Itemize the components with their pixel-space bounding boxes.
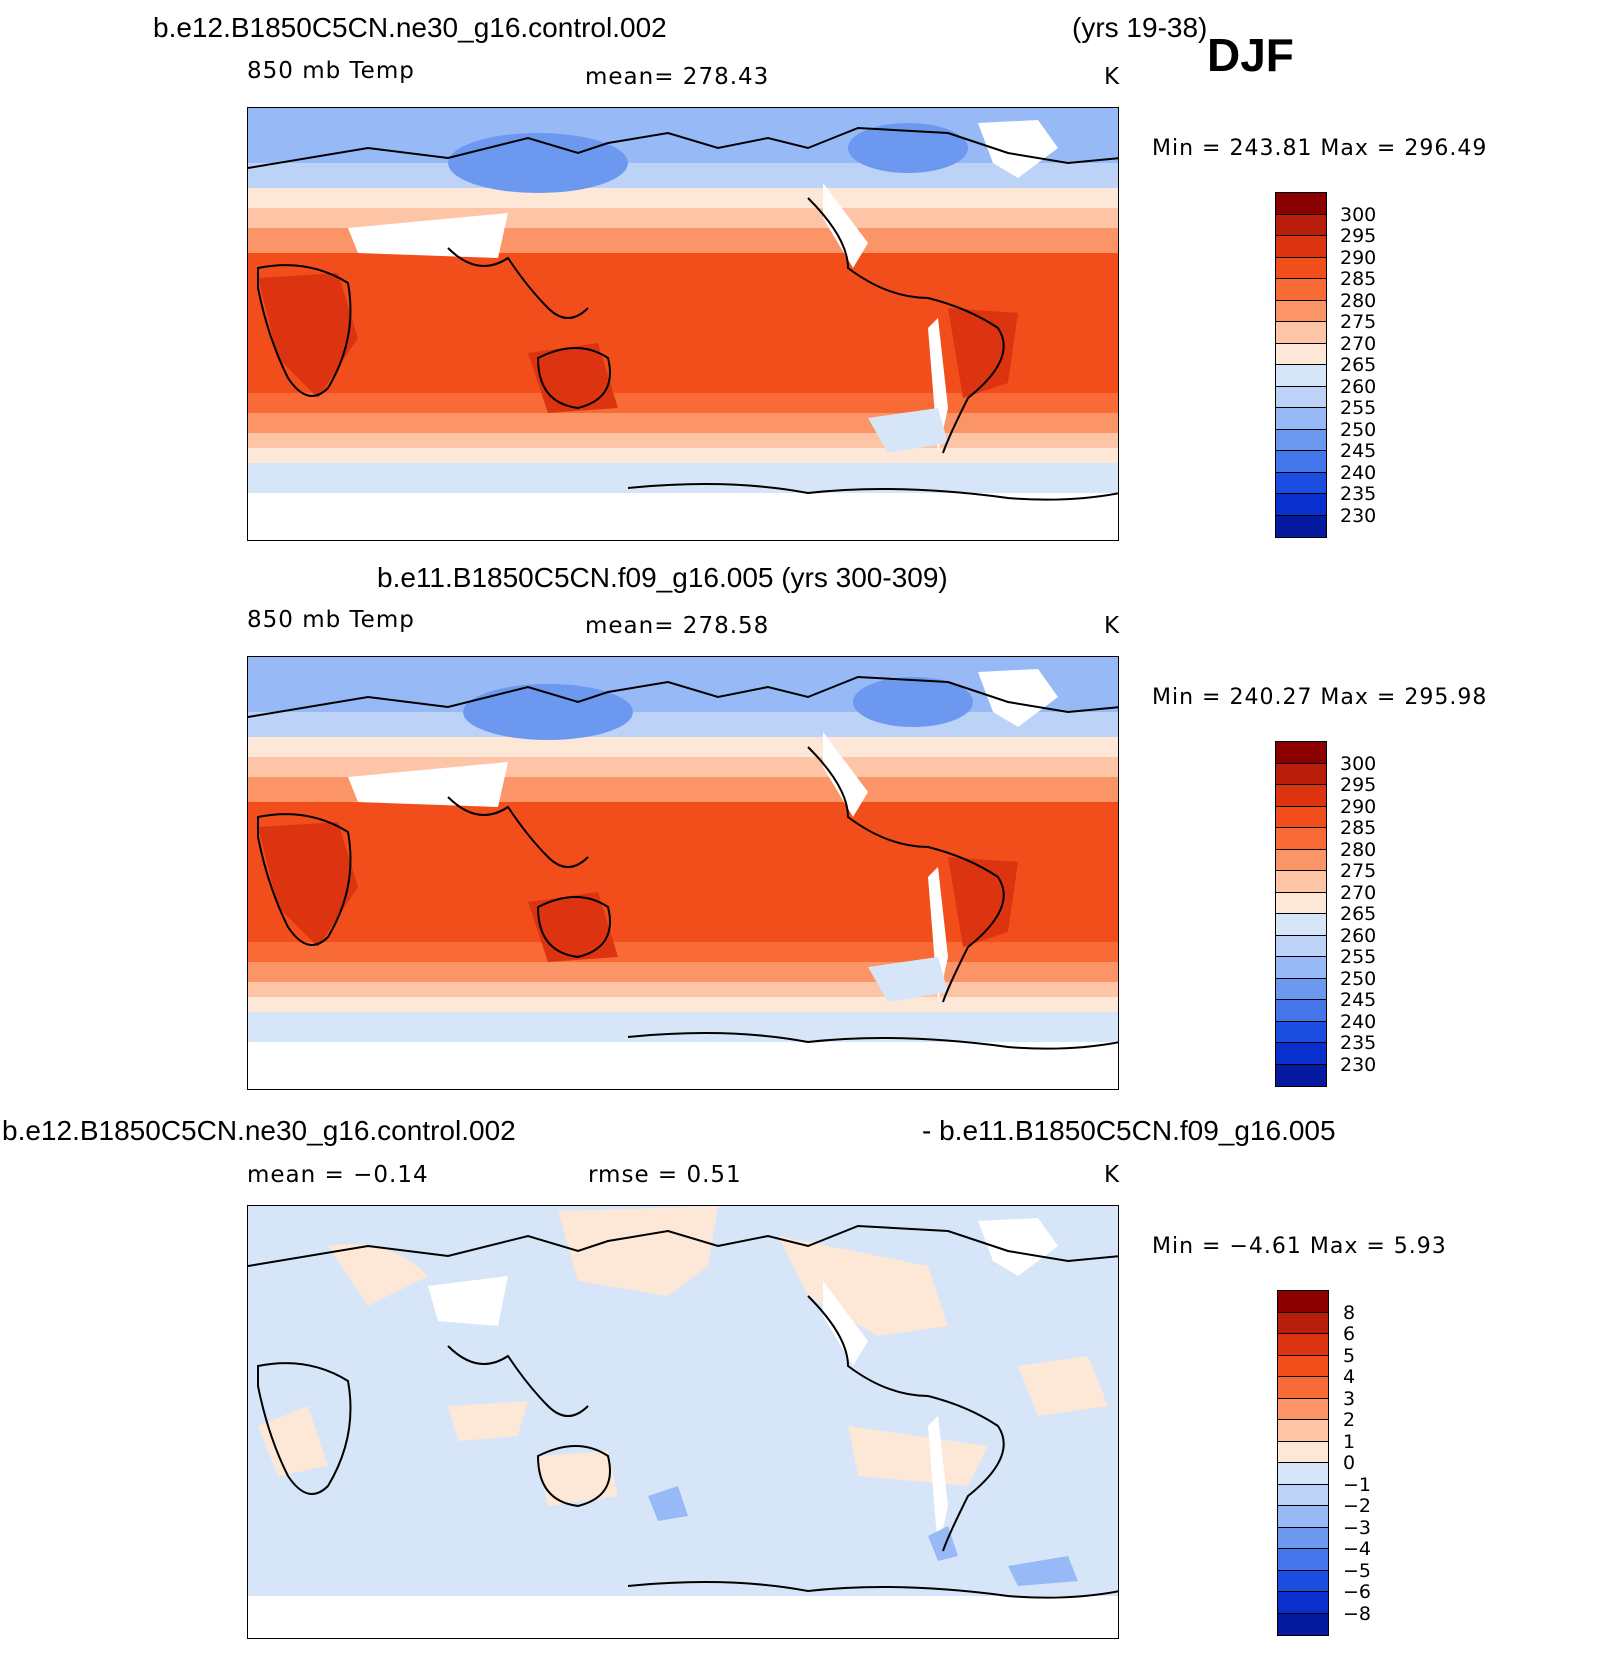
panel3-rmse: rmse = 0.51 xyxy=(588,1162,742,1188)
panel1-map xyxy=(247,107,1119,541)
colorbar-tick: 300 xyxy=(1340,204,1377,226)
panel1-map-svg xyxy=(248,108,1118,540)
panel3-title-right: - b.e11.B1850C5CN.f09_g16.005 xyxy=(922,1115,1336,1146)
panel1-variable: 850 mb Temp xyxy=(247,58,415,84)
colorbar-tick: 285 xyxy=(1340,817,1377,839)
colorbar-tick: 255 xyxy=(1340,946,1377,968)
panel2-minmax: Min = 240.27 Max = 295.98 xyxy=(1152,685,1488,710)
colorbar-tick: 3 xyxy=(1343,1388,1356,1410)
panel2-colorbar xyxy=(1275,741,1327,1087)
colorbar-tick: 260 xyxy=(1340,925,1377,947)
season-label: DJF xyxy=(1207,29,1294,81)
colorbar-tick: −3 xyxy=(1343,1517,1372,1539)
panel2-variable: 850 mb Temp xyxy=(247,607,415,633)
colorbar-tick: 275 xyxy=(1340,860,1377,882)
panel1-years: (yrs 19-38) xyxy=(1072,12,1208,43)
panel3-minmax: Min = −4.61 Max = 5.93 xyxy=(1152,1234,1447,1259)
colorbar-tick: −8 xyxy=(1343,1603,1372,1625)
colorbar-tick: 255 xyxy=(1340,397,1377,419)
colorbar-tick: 270 xyxy=(1340,333,1377,355)
panel3-title: b.e12.B1850C5CN.ne30_g16.control.002 xyxy=(2,1115,516,1146)
panel1-title: b.e12.B1850C5CN.ne30_g16.control.002 xyxy=(153,12,667,43)
colorbar-tick: 300 xyxy=(1340,753,1377,775)
colorbar-tick: 265 xyxy=(1340,354,1377,376)
colorbar-tick: −4 xyxy=(1343,1538,1372,1560)
colorbar-tick: −6 xyxy=(1343,1581,1372,1603)
band-antarctica xyxy=(248,493,1118,540)
colorbar-tick: 245 xyxy=(1340,989,1377,1011)
colorbar-tick: 285 xyxy=(1340,268,1377,290)
colorbar-tick: 230 xyxy=(1340,1054,1377,1076)
colorbar-tick: 2 xyxy=(1343,1409,1356,1431)
panel2-mean: mean= 278.58 xyxy=(585,613,770,639)
panel2-units: K xyxy=(1104,613,1121,639)
colorbar-tick: 5 xyxy=(1343,1345,1356,1367)
colorbar-tick: 0 xyxy=(1343,1452,1356,1474)
panel3-map-svg xyxy=(248,1206,1118,1638)
panel3-colorbar xyxy=(1277,1290,1329,1636)
panel3-mean: mean = −0.14 xyxy=(247,1162,429,1188)
colorbar-tick: 250 xyxy=(1340,419,1377,441)
colorbar-tick: 240 xyxy=(1340,1011,1377,1033)
colorbar-tick: −1 xyxy=(1343,1474,1372,1496)
colorbar-tick: 280 xyxy=(1340,290,1377,312)
panel1-units: K xyxy=(1104,64,1121,90)
panel2-map-svg xyxy=(248,657,1118,1089)
colorbar-tick: 8 xyxy=(1343,1302,1356,1324)
colorbar-tick: 230 xyxy=(1340,505,1377,527)
colorbar-tick: 4 xyxy=(1343,1366,1356,1388)
colorbar-tick: −2 xyxy=(1343,1495,1372,1517)
panel2-title: b.e11.B1850C5CN.f09_g16.005 (yrs 300-309… xyxy=(377,562,948,593)
colorbar-tick: 6 xyxy=(1343,1323,1356,1345)
colorbar-tick: 290 xyxy=(1340,247,1377,269)
colorbar-tick: 270 xyxy=(1340,882,1377,904)
colorbar-tick: 235 xyxy=(1340,483,1377,505)
colorbar-tick: 250 xyxy=(1340,968,1377,990)
panel1-mean: mean= 278.43 xyxy=(585,64,770,90)
colorbar-tick: 295 xyxy=(1340,225,1377,247)
panel2-map xyxy=(247,656,1119,1090)
colorbar-tick: 275 xyxy=(1340,311,1377,333)
colorbar-tick: 290 xyxy=(1340,796,1377,818)
colorbar-tick: 280 xyxy=(1340,839,1377,861)
colorbar-tick: 295 xyxy=(1340,774,1377,796)
panel1-colorbar xyxy=(1275,192,1327,538)
colorbar-tick: 240 xyxy=(1340,462,1377,484)
colorbar-tick: 1 xyxy=(1343,1431,1356,1453)
colorbar-tick: −5 xyxy=(1343,1560,1372,1582)
band-southern-ocean xyxy=(248,463,1118,498)
panel3-units: K xyxy=(1104,1162,1121,1188)
colorbar-tick: 245 xyxy=(1340,440,1377,462)
panel3-map xyxy=(247,1205,1119,1639)
colorbar-tick: 265 xyxy=(1340,903,1377,925)
colorbar-tick: 260 xyxy=(1340,376,1377,398)
colorbar-tick: 235 xyxy=(1340,1032,1377,1054)
panel1-minmax: Min = 243.81 Max = 296.49 xyxy=(1152,136,1488,161)
